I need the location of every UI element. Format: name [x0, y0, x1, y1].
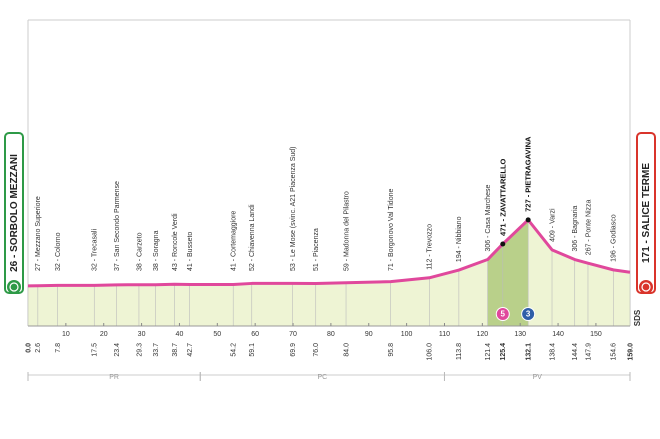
x-tick-label: 100 — [401, 331, 413, 338]
profile-line — [27, 218, 631, 288]
km-label: 144.4 — [572, 343, 579, 361]
km-label: 121.4 — [485, 343, 492, 361]
km-label: 38.7 — [172, 343, 179, 357]
climb-icon — [521, 307, 536, 321]
km-label: 23.4 — [114, 343, 121, 357]
x-tick-label: 90 — [365, 331, 373, 338]
finish-label: 171 - SALICE TERME — [641, 163, 652, 263]
km-label: 54.2 — [231, 343, 238, 357]
km-label: 29.3 — [136, 343, 143, 357]
x-tick-label: 130 — [514, 331, 526, 338]
summit-dot — [525, 217, 531, 223]
km-label: 84.0 — [343, 343, 350, 357]
km-label: 17.5 — [92, 343, 99, 357]
waypoint-label: 51 - Piacenza — [313, 228, 320, 271]
start-icon — [7, 280, 21, 294]
km-label: 69.9 — [290, 343, 297, 357]
km-label: 147.9 — [585, 343, 592, 361]
waypoint-label: 727 - PIETRAGAVINA — [524, 136, 533, 212]
x-tick-label: 150 — [590, 331, 602, 338]
waypoint-label: 471 - ZAVATTARELLO — [498, 158, 507, 236]
x-tick-label: 80 — [327, 331, 335, 338]
waypoint-label: 32 - Trecasali — [92, 229, 99, 271]
waypoint-label: 196 - Godiasco — [611, 214, 618, 262]
x-tick-label: 50 — [213, 331, 221, 338]
x-tick-label: 70 — [289, 331, 297, 338]
x-tick-label: 20 — [100, 331, 108, 338]
km-label: 125.4 — [500, 343, 507, 361]
km-label: 7.8 — [55, 343, 62, 353]
km-label: 95.8 — [388, 343, 395, 357]
km-label: 159.0 — [627, 343, 634, 361]
waypoint-label: 38 - Soragna — [153, 230, 160, 271]
footer-logo: SDS — [633, 309, 642, 326]
x-tick-label: 110 — [439, 331, 450, 338]
x-tick-label: 30 — [138, 331, 146, 338]
waypoint-label: 27 - Mezzano Superiore — [35, 196, 42, 271]
km-label: 138.4 — [549, 343, 556, 361]
waypoint-label: 53 - Le Mose (svinc. A21 Piacenza Sud) — [290, 146, 297, 271]
km-label: 59.1 — [249, 343, 256, 357]
km-label: 132.1 — [525, 343, 532, 361]
waypoint-label: 38 - Carzeto — [136, 232, 143, 271]
waypoint-label: 112 - Trevozzo — [427, 224, 434, 270]
finish-icon-inner — [641, 282, 651, 292]
waypoint-label: 52 - Chiavenna Landi — [249, 204, 256, 271]
km-label: 106.0 — [427, 343, 434, 361]
km-label: 2.6 — [35, 343, 42, 353]
waypoint-label: 43 - Roncole Verdi — [172, 213, 179, 271]
climb-zone — [487, 219, 529, 326]
waypoint-label: 409 - Varzi — [549, 208, 556, 242]
waypoint-label: 41 - Cortemaggiore — [231, 211, 238, 271]
waypoint-label: 71 - Borgonovo Val Tidone — [388, 189, 395, 271]
km-label: 113.8 — [456, 343, 463, 360]
waypoint-label: 37 - San Secondo Parmense — [114, 181, 121, 271]
km-label: 33.7 — [153, 343, 160, 357]
waypoint-label: 41 - Busseto — [187, 232, 194, 271]
waypoint-label: 306 - Casa Marchese — [485, 184, 492, 251]
x-tick-label: 140 — [552, 331, 564, 338]
x-tick-label: 120 — [476, 331, 488, 338]
start-label: 26 - SORBOLO MEZZANI — [9, 154, 20, 272]
km-label: 42.7 — [187, 343, 194, 357]
summit-dot — [500, 241, 506, 247]
x-tick-label: 40 — [176, 331, 184, 338]
profile-area — [28, 219, 630, 326]
x-tick-label: 10 — [62, 331, 70, 338]
x-tick-label: 60 — [251, 331, 259, 338]
waypoint-label: 267 - Ponte Nizza — [585, 199, 592, 255]
waypoint-label: 59 - Madonna del Pilastro — [343, 191, 350, 271]
waypoint-label: 306 - Bagnaria — [572, 205, 579, 251]
climb-category: 3 — [526, 310, 531, 319]
region-label: PR — [109, 374, 119, 381]
km-label: 0.0 — [25, 343, 32, 353]
finish-icon — [639, 280, 653, 294]
km-label: 154.6 — [611, 343, 618, 361]
km-label: 76.0 — [313, 343, 320, 357]
start-icon-inner — [9, 282, 19, 292]
region-label: PV — [533, 374, 543, 381]
region-label: PC — [318, 374, 328, 381]
climb-category: 5 — [501, 310, 506, 319]
waypoint-label: 194 - Nibbiano — [456, 216, 463, 262]
climb-icon — [495, 307, 510, 321]
waypoint-label: 32 - Colorno — [55, 232, 62, 271]
